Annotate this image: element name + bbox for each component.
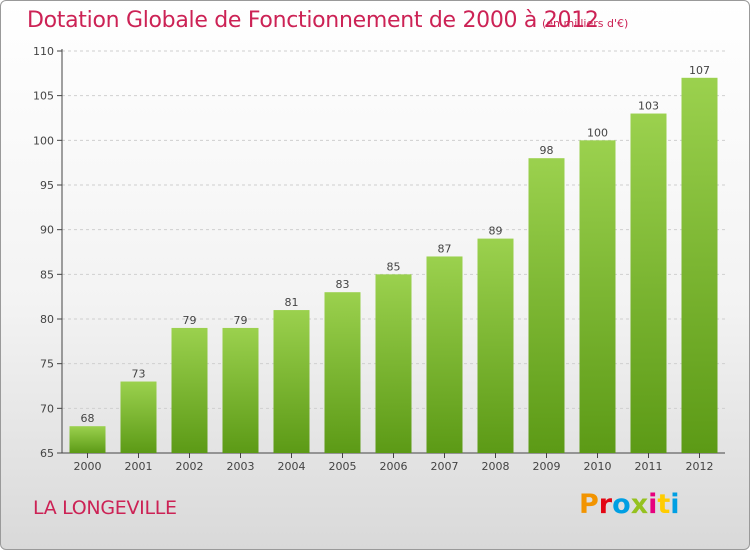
data-label-2012: 107 (689, 64, 710, 77)
x-tick-label: 2012 (686, 460, 714, 473)
axes: 65 70 75 80 85 90 95 100 105 110 2000 2001 2002 2003 2… (33, 45, 725, 473)
data-label-2006: 85 (387, 260, 401, 273)
logo-letter: i (648, 489, 658, 520)
x-tick-label: 2007 (431, 460, 459, 473)
logo-letter: t (657, 489, 671, 520)
bar-2008[interactable] (477, 238, 514, 453)
bar-2000[interactable] (69, 426, 106, 453)
data-label-2005: 83 (336, 278, 350, 291)
y-tick-label: 90 (40, 224, 54, 237)
y-tick-label: 80 (40, 313, 54, 326)
x-tick-label: 2008 (482, 460, 510, 473)
bar-2003[interactable] (222, 327, 259, 453)
data-label-2007: 87 (438, 242, 452, 255)
data-label-2002: 79 (183, 314, 197, 327)
logo-letter: P (579, 489, 599, 520)
bar-2004[interactable] (273, 310, 310, 453)
x-tick-label: 2001 (125, 460, 153, 473)
y-tick-label: 95 (40, 179, 54, 192)
commune-name: LA LONGEVILLE (33, 497, 177, 519)
bar-2001[interactable] (120, 381, 157, 453)
x-tick-label: 2005 (329, 460, 357, 473)
y-tick-label: 110 (33, 45, 54, 58)
bars (69, 77, 718, 454)
data-label-2001: 73 (132, 368, 146, 381)
bar-2010[interactable] (579, 140, 616, 454)
data-label-2000: 68 (81, 412, 95, 425)
y-tick-label: 105 (33, 90, 54, 103)
logo-letter: o (612, 489, 631, 520)
data-labels: 68 73 79 79 81 83 85 87 89 98 100 103 107 (81, 64, 711, 425)
y-tick-label: 100 (33, 134, 54, 147)
bar-2009[interactable] (528, 158, 565, 453)
x-tick-label: 2006 (380, 460, 408, 473)
y-tick-label: 70 (40, 402, 54, 415)
bar-2006[interactable] (375, 274, 412, 453)
x-tick-label: 2010 (584, 460, 612, 473)
x-tick-label: 2004 (278, 460, 306, 473)
y-tick-label: 65 (40, 447, 54, 460)
x-tick-label: 2009 (533, 460, 561, 473)
bar-2007[interactable] (426, 256, 463, 453)
x-tick-label: 2003 (227, 460, 255, 473)
logo-letter: r (598, 489, 613, 520)
data-label-2003: 79 (234, 314, 248, 327)
bar-2012[interactable] (681, 77, 718, 454)
data-label-2009: 98 (540, 144, 554, 157)
chart-title: Dotation Globale de Fonctionnement de 20… (27, 8, 599, 33)
data-label-2004: 81 (285, 296, 299, 309)
x-tick-label: 2011 (635, 460, 663, 473)
chart-subtitle: (en milliers d'€) (542, 17, 629, 30)
data-label-2008: 89 (489, 225, 503, 238)
x-tick-label: 2000 (74, 460, 102, 473)
logo-letter: i (670, 489, 680, 520)
y-tick-label: 85 (40, 268, 54, 281)
logo-letter: x (630, 489, 649, 520)
data-label-2011: 103 (638, 100, 659, 113)
bar-2005[interactable] (324, 292, 361, 453)
y-tick-label: 75 (40, 358, 54, 371)
bar-2011[interactable] (630, 113, 667, 454)
proxiti-logo[interactable]: Proxiti (579, 489, 680, 520)
data-label-2010: 100 (587, 126, 608, 139)
x-tick-label: 2002 (176, 460, 204, 473)
bar-2002[interactable] (171, 327, 208, 453)
